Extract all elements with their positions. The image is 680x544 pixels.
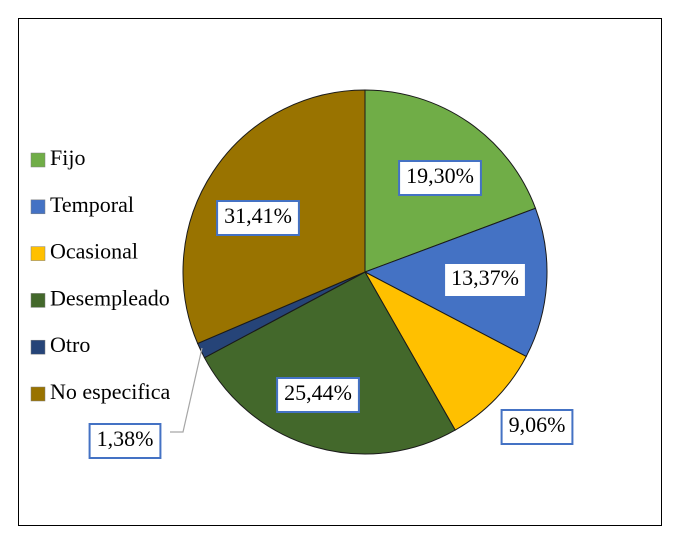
data-label-box (443, 262, 527, 298)
data-label-box (88, 423, 162, 459)
legend-swatch (30, 152, 46, 168)
data-label: 19,30% (406, 163, 474, 188)
legend-swatch (30, 386, 46, 402)
data-label: 31,41% (224, 203, 292, 228)
data-label-box (276, 377, 360, 413)
legend-label: Fijo (50, 145, 85, 170)
legend-label: Otro (50, 332, 90, 357)
legend-label: Temporal (50, 192, 134, 217)
legend-swatch (30, 293, 46, 308)
data-label-box (398, 160, 482, 196)
legend-swatch (30, 199, 46, 215)
legend-swatch (30, 339, 46, 355)
data-label-box (500, 409, 574, 445)
legend-label: Ocasional (50, 239, 138, 264)
legend-swatch (30, 246, 46, 261)
data-label-box (216, 200, 300, 236)
data-label: 13,37% (451, 265, 519, 290)
data-label: 9,06% (509, 412, 566, 437)
pie-slice (203, 271, 456, 455)
data-label: 25,44% (284, 380, 352, 405)
leader-line (170, 347, 203, 433)
legend-label: No especifica (50, 379, 171, 404)
data-label: 1,38% (97, 426, 154, 451)
legend-label: Desempleado (50, 285, 170, 310)
pie-slice (363, 270, 527, 431)
